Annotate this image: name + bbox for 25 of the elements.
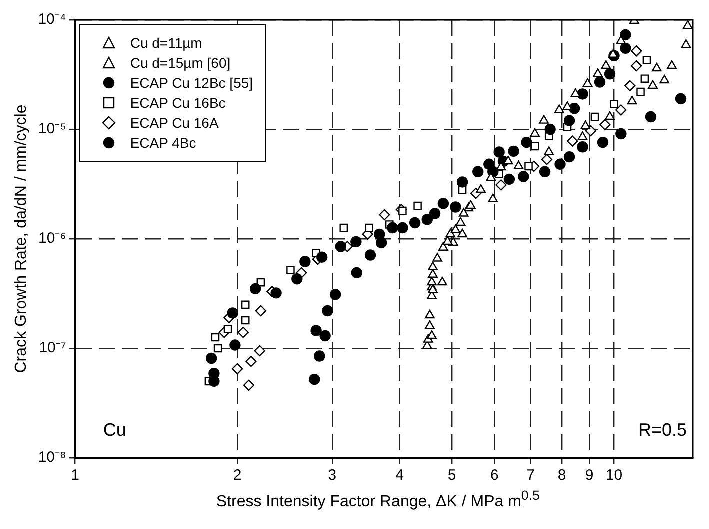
legend-label: ECAP Cu 16Bc: [130, 94, 226, 113]
legend-label: ECAP 4Bc: [130, 134, 196, 153]
legend-label: ECAP Cu 12Bc [55]: [130, 74, 254, 93]
legend-label: ECAP Cu 16A: [130, 114, 219, 133]
x-tick-label: 6: [490, 467, 499, 484]
annotation: R=0.5: [638, 420, 687, 440]
x-tick-label: 1: [71, 467, 80, 484]
x-tick-label: 4: [396, 467, 404, 484]
x-tick-label: 10: [606, 467, 623, 484]
y-tick-label: 10⁻⁴: [38, 11, 66, 28]
legend-label: Cu d=11µm: [130, 34, 202, 53]
y-axis-title: Crack Growth Rate, da/dN / mm/cycle: [13, 104, 30, 374]
x-tick-label: 9: [585, 467, 594, 484]
y-tick-label: 10⁻⁸: [38, 449, 66, 466]
x-tick-label: 2: [233, 467, 242, 484]
x-axis-title: Stress Intensity Factor Range, ΔK / MPa m$^{0.5}$: [215, 488, 541, 512]
legend-label: Cu d=15µm [60]: [130, 54, 231, 73]
x-tick-label: 7: [526, 467, 535, 484]
y-tick-label: 10⁻⁷: [39, 340, 66, 357]
annotation: Cu: [103, 420, 126, 440]
x-tick-label: 5: [448, 467, 456, 484]
x-tick-label: 8: [558, 467, 566, 484]
x-tick-label: 3: [328, 467, 337, 484]
y-tick-label: 10⁻⁶: [38, 230, 66, 248]
y-tick-label: 10⁻⁵: [38, 120, 66, 138]
